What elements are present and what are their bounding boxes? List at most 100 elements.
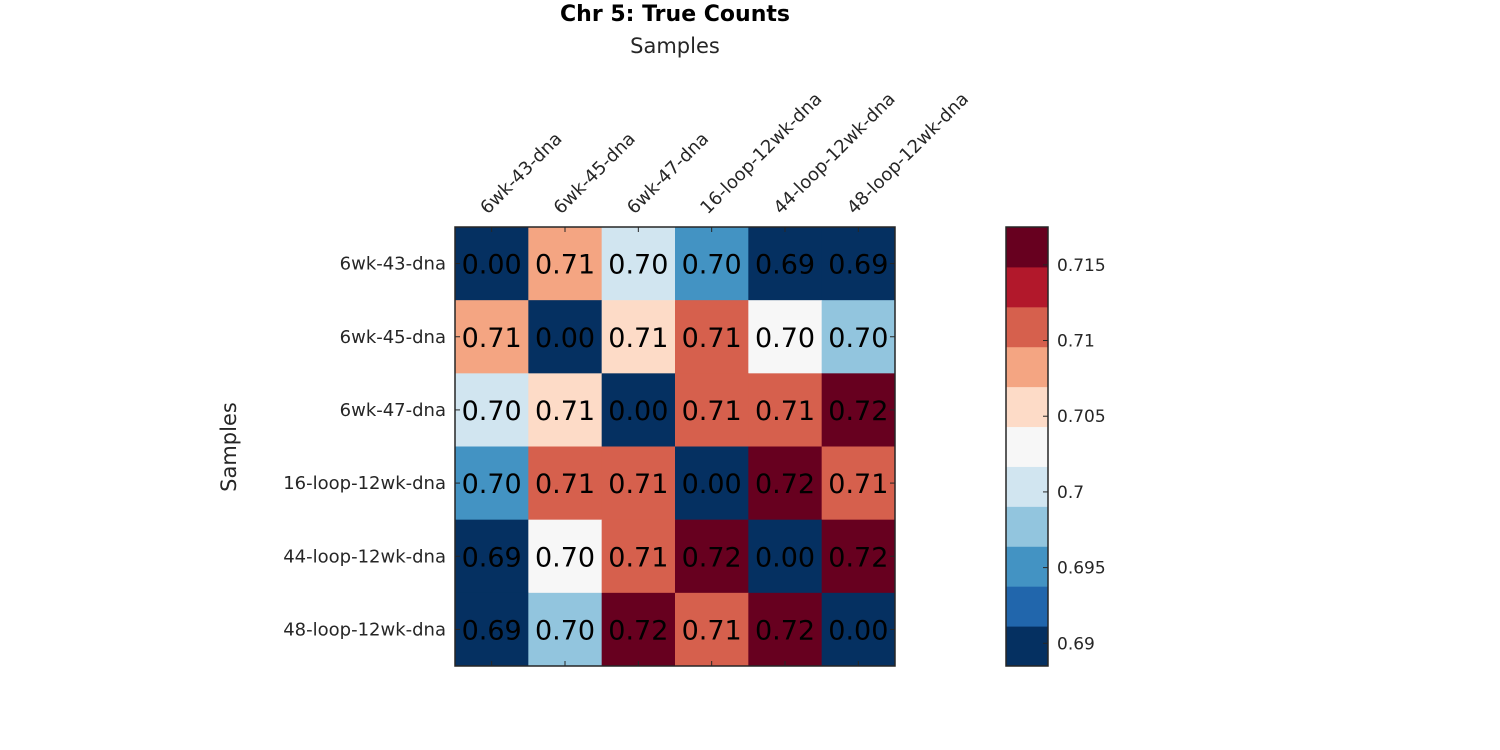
cell-value-label: 0.71 (608, 469, 668, 500)
chart-title: Chr 5: True Counts (560, 2, 790, 27)
cell-value-label: 0.70 (682, 250, 742, 281)
cell-value-label: 0.71 (755, 396, 815, 427)
cell-value-label: 0.00 (682, 469, 742, 500)
colorbar-segment (1006, 346, 1048, 388)
heatmap-cell (601, 519, 676, 594)
heatmap-cell (675, 446, 749, 521)
cell-value-label: 0.71 (535, 469, 595, 500)
colorbar-segment (1006, 426, 1048, 467)
colorbar-segment (1006, 306, 1048, 348)
heatmap-cell (455, 446, 529, 521)
heatmap-cell (748, 300, 823, 374)
heatmap-cell (821, 592, 896, 667)
y-axis-ticks: 6wk-43-dna 6wk-45-dna 6wk-47-dna 16-loop-12… (283, 254, 895, 640)
plot-frame (454, 226, 896, 667)
y-tick-label: 6wk-47-dna (340, 400, 446, 421)
colorbar-segment (1006, 506, 1048, 547)
colorbar-tick-label: 0.69 (1057, 634, 1095, 654)
heatmap-cell-labels: 0.00 0.71 0.70 0.70 0.69 0.69 0.71 0.00 0.71 0.71… (462, 250, 889, 647)
cell-value-label: 0.71 (535, 250, 595, 281)
colorbar: 0.69 0.695 0.7 0.705 0.71 0.715 (1005, 226, 1106, 667)
x-axis-label: Samples (630, 34, 720, 58)
y-tick-label: 6wk-45-dna (340, 327, 446, 348)
heatmap-cell (528, 519, 603, 594)
heatmap-cell (821, 300, 896, 374)
heatmap-cells (455, 227, 896, 667)
heatmap-cell (455, 227, 529, 301)
cell-value-label: 0.71 (682, 396, 742, 427)
y-tick-label: 44-loop-12wk-dna (283, 546, 446, 567)
cell-value-label: 0.71 (682, 615, 742, 646)
heatmap-cell (675, 592, 749, 667)
colorbar-segment (1006, 266, 1048, 308)
colorbar-tick-label: 0.715 (1057, 256, 1106, 276)
colorbar-tick-label: 0.7 (1057, 483, 1084, 503)
cell-value-label: 0.70 (828, 323, 888, 354)
heatmap-cell (455, 592, 529, 667)
colorbar-segment (1006, 227, 1048, 268)
heatmap-cell (601, 373, 676, 447)
colorbar-segment (1006, 466, 1048, 507)
heatmap-cell (821, 519, 896, 594)
colorbar-segment (1006, 386, 1048, 428)
heatmap-cell (748, 592, 823, 667)
cell-value-label: 0.00 (462, 250, 522, 281)
cell-value-label: 0.70 (462, 396, 522, 427)
cell-value-label: 0.69 (828, 250, 888, 281)
heatmap-cell (601, 300, 676, 374)
heatmap-cell (601, 227, 676, 301)
cell-value-label: 0.70 (462, 469, 522, 500)
heatmap-cell (455, 373, 529, 447)
cell-value-label: 0.00 (828, 615, 888, 646)
cell-value-label: 0.70 (755, 323, 815, 354)
colorbar-tick-label: 0.695 (1057, 559, 1106, 579)
cell-value-label: 0.00 (755, 542, 815, 573)
cell-value-label: 0.70 (535, 542, 595, 573)
heatmap-cell (821, 446, 896, 521)
cell-value-label: 0.72 (755, 469, 815, 500)
heatmap-cell (675, 227, 749, 301)
cell-value-label: 0.70 (535, 615, 595, 646)
cell-value-label: 0.71 (682, 323, 742, 354)
cell-value-label: 0.69 (462, 615, 522, 646)
colorbar-tick-label: 0.705 (1057, 407, 1106, 427)
heatmap-cell (748, 227, 823, 301)
cell-value-label: 0.72 (682, 542, 742, 573)
cell-value-label: 0.71 (535, 396, 595, 427)
heatmap-cell (528, 373, 603, 447)
x-tick-label: 16-loop-12wk-dna (696, 89, 826, 219)
colorbar-frame (1005, 226, 1049, 667)
cell-value-label: 0.70 (608, 250, 668, 281)
y-tick-label: 48-loop-12wk-dna (283, 619, 446, 640)
cell-value-label: 0.72 (755, 615, 815, 646)
heatmap-cell (748, 373, 823, 447)
cell-value-label: 0.72 (608, 615, 668, 646)
heatmap-cell (528, 300, 603, 374)
heatmap-cell (821, 227, 896, 301)
cell-value-label: 0.71 (608, 323, 668, 354)
heatmap-cell (528, 592, 603, 667)
y-tick-label: 16-loop-12wk-dna (283, 473, 446, 494)
heatmap-cell (528, 227, 603, 301)
heatmap-cell (748, 519, 823, 594)
heatmap-cell (821, 373, 896, 447)
y-axis-label: Samples (217, 402, 241, 492)
heatmap-cell (675, 519, 749, 594)
cell-value-label: 0.69 (462, 542, 522, 573)
cell-value-label: 0.00 (608, 396, 668, 427)
cell-value-label: 0.71 (462, 323, 522, 354)
heatmap-cell (601, 592, 676, 667)
heatmap-cell (455, 300, 529, 374)
colorbar-segment (1006, 546, 1048, 587)
heatmap-cell (675, 373, 749, 447)
cell-value-label: 0.69 (755, 250, 815, 281)
cell-value-label: 0.72 (828, 396, 888, 427)
heatmap-cell (675, 300, 749, 374)
x-tick-label: 44-loop-12wk-dna (770, 89, 900, 219)
colorbar-segment (1006, 626, 1048, 667)
heatmap-cell (601, 446, 676, 521)
heatmap-cell (748, 446, 823, 521)
heatmap-cell (455, 519, 529, 594)
colorbar-segment (1006, 586, 1048, 627)
